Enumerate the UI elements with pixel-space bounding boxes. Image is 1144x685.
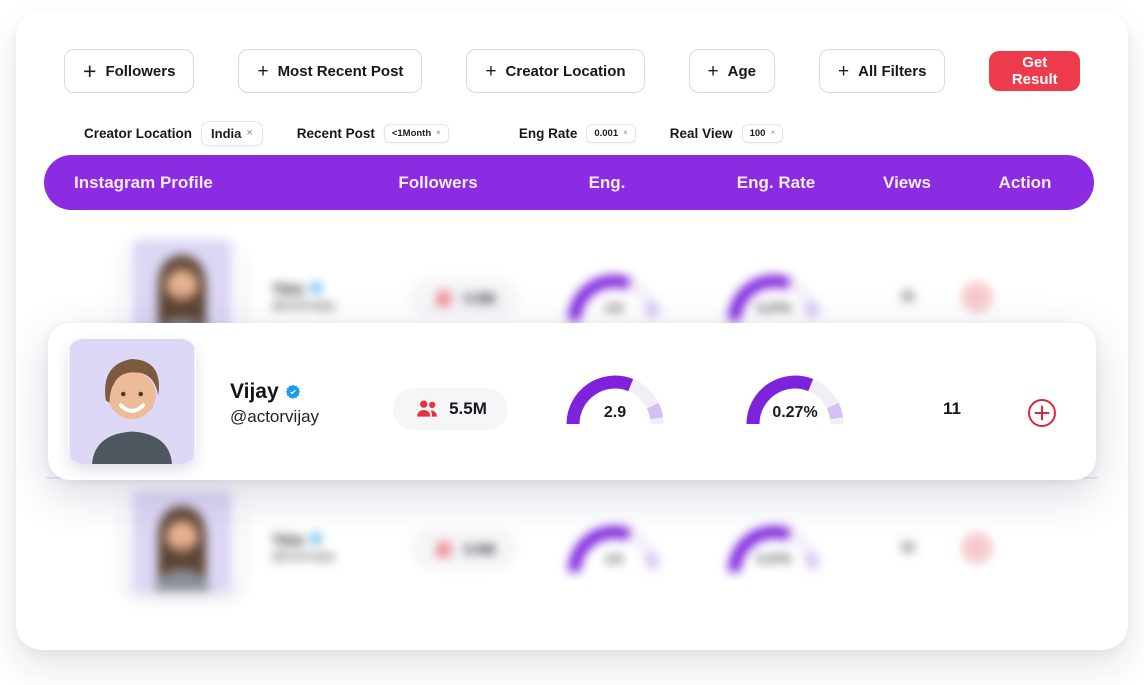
chip-remove-icon[interactable]: ×	[436, 128, 441, 137]
verified-badge-icon	[310, 282, 322, 294]
followers-pill: 5.5M	[393, 388, 508, 430]
eng-rate-value: 0.27%	[772, 403, 818, 421]
followers-count: 5.5M	[463, 290, 496, 306]
filter-button-most-recent-post[interactable]: + Most Recent Post	[238, 49, 423, 93]
plus-icon: +	[485, 60, 497, 82]
applied-filter-label: Real View	[669, 125, 733, 141]
filter-button-followers[interactable]: + Followers	[64, 49, 195, 93]
add-creator-button[interactable]	[963, 283, 991, 311]
focused-table-row[interactable]: Vijay @actorvijay 5.5M 2.9 0.27% 11	[48, 323, 1096, 480]
filter-button-label: Age	[727, 62, 756, 80]
column-followers: Followers	[398, 172, 478, 192]
filter-button-age[interactable]: + Age	[688, 49, 775, 93]
column-eng: Eng.	[588, 172, 626, 192]
applied-filter-label: Recent Post	[296, 125, 375, 141]
views-count: 11	[901, 288, 915, 303]
applied-filter-eng-rate: Eng Rate 0.001 ×	[518, 123, 636, 143]
applied-filter-recent-post: Recent Post <1Month ×	[296, 123, 449, 143]
chip-remove-icon[interactable]: ×	[770, 128, 776, 137]
filter-button-label: Followers	[105, 62, 176, 80]
filter-button-all-filters[interactable]: + All Filters	[819, 49, 946, 93]
eng-rate-gauge: 0.27%	[740, 369, 850, 433]
main-panel: + Followers + Most Recent Post + Creator…	[16, 10, 1128, 650]
eng-gauge: 2.9	[562, 520, 666, 580]
plus-icon: +	[257, 60, 269, 82]
get-result-button[interactable]: Get Result	[989, 51, 1080, 91]
applied-filter-real-view: Real View 100 ×	[669, 123, 784, 143]
followers-pill: 5.5M	[410, 278, 518, 318]
chip-remove-icon[interactable]: ×	[246, 126, 253, 139]
creator-name: Vijay	[272, 531, 305, 547]
column-views: Views	[883, 172, 931, 192]
eng-gauge: 2.9	[562, 269, 666, 329]
column-instagram-profile: Instagram Profile	[74, 172, 213, 192]
creator-handle: @actorvijay	[272, 549, 335, 563]
profile-info: Vijay @actorvijay	[272, 531, 335, 563]
chip-value: 0.001	[594, 127, 619, 139]
creator-handle: @actorvijay	[272, 298, 335, 312]
eng-rate-value: 0.27%	[756, 301, 792, 316]
chip-remove-icon[interactable]: ×	[623, 128, 628, 137]
filter-button-label: All Filters	[858, 62, 927, 80]
chip-value: <1Month	[391, 127, 432, 139]
applied-filters: Creator Location India × Recent Post <1M…	[84, 120, 784, 146]
applied-filter-label: Eng Rate	[518, 125, 578, 141]
add-creator-button[interactable]	[963, 534, 991, 562]
chip-value: 100	[749, 127, 766, 139]
verified-badge-icon	[285, 384, 301, 400]
applied-filter-chip[interactable]: <1Month ×	[383, 123, 449, 143]
table-body: Vijay @actorvijay 5.5M 2.9 0.27% 11	[16, 10, 1128, 650]
plus-icon: +	[838, 60, 850, 82]
applied-filter-chip[interactable]: 0.001 ×	[586, 123, 636, 143]
people-icon	[433, 287, 455, 309]
filter-button-creator-location[interactable]: + Creator Location	[466, 49, 645, 93]
filter-button-label: Most Recent Post	[277, 62, 404, 80]
verified-badge-icon	[310, 533, 322, 545]
followers-count: 5.5M	[449, 399, 487, 418]
table-header: Instagram Profile Followers Eng. Eng. Ra…	[44, 155, 1094, 210]
eng-rate-value: 0.27%	[756, 552, 792, 567]
followers-count: 5.5M	[463, 541, 496, 557]
column-eng-rate: Eng. Rate	[736, 172, 816, 192]
profile-info: Vijay @actorvijay	[230, 380, 319, 427]
avatar	[68, 339, 196, 464]
eng-value: 2.9	[603, 403, 627, 421]
plus-icon: +	[83, 57, 97, 84]
views-count: 11	[901, 539, 915, 554]
table-row: Vijay @actorvijay 5.5M 2.9 0.27% 11	[16, 487, 1128, 602]
chip-value: India	[211, 125, 242, 141]
add-creator-button[interactable]	[1027, 398, 1057, 428]
creator-name: Vijay	[230, 380, 279, 403]
applied-filter-chip[interactable]: 100 ×	[741, 123, 784, 143]
applied-filter-chip[interactable]: India ×	[201, 120, 263, 146]
applied-filter-label: Creator Location	[84, 125, 193, 141]
filter-bar: + Followers + Most Recent Post + Creator…	[64, 49, 1080, 93]
eng-value: 2.9	[605, 301, 623, 316]
avatar	[124, 491, 240, 591]
people-icon	[414, 396, 440, 422]
column-action: Action	[998, 172, 1052, 192]
eng-rate-gauge: 0.27%	[722, 269, 826, 329]
eng-gauge: 2.9	[560, 369, 670, 433]
filter-button-label: Creator Location	[505, 62, 626, 80]
views-count: 11	[943, 399, 961, 418]
people-icon	[433, 538, 455, 560]
followers-pill: 5.5M	[410, 529, 518, 569]
profile-info: Vijay @actorvijay	[272, 280, 335, 312]
eng-rate-gauge: 0.27%	[722, 520, 826, 580]
creator-name: Vijay	[272, 280, 305, 296]
creator-handle: @actorvijay	[230, 407, 320, 426]
eng-value: 2.9	[605, 552, 623, 567]
applied-filter-creator-location: Creator Location India ×	[84, 120, 263, 146]
plus-icon: +	[707, 60, 719, 82]
table-row: Vijay @actorvijay 5.5M 2.9 0.27% 11	[16, 236, 1128, 351]
